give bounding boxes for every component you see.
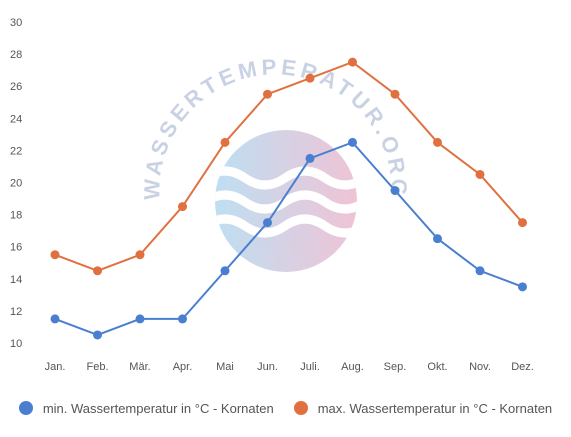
data-point-max[interactable] [220,137,230,147]
legend-marker-min [18,401,33,415]
x-tick-label: Feb. [86,361,108,373]
y-tick-label: 10 [10,338,22,350]
y-tick-label: 18 [10,210,22,222]
data-point-max[interactable] [178,202,187,212]
y-tick-label: 30 [10,17,22,29]
y-tick-label: 26 [10,81,22,93]
legend-label-max: max. Wassertemperatur in °C - Kornaten [317,400,553,416]
x-tick-label: Sep. [384,361,407,373]
y-tick-label: 22 [10,145,22,157]
data-point-min[interactable] [305,153,315,163]
data-point-max[interactable] [135,250,145,260]
data-point-min[interactable] [50,314,60,324]
legend-label-min: min. Wassertemperatur in °C - Kornaten [42,400,274,416]
line-chart: WASSERTEMPERATUR.ORG 1012141618202224262… [10,17,534,373]
data-point-max[interactable] [50,250,60,260]
data-point-min[interactable] [93,330,102,340]
data-point-max[interactable] [390,89,400,99]
x-tick-label: Juli. [300,361,320,373]
x-tick-label: Okt. [427,361,447,373]
series-layer [50,57,527,340]
data-point-max[interactable] [518,218,527,228]
x-tick-label: Nov. [469,361,491,373]
data-point-min[interactable] [220,266,230,276]
data-point-max[interactable] [475,169,485,179]
x-tick-label: Mär. [129,361,150,373]
data-point-min[interactable] [263,218,272,228]
data-point-min[interactable] [135,314,145,324]
data-point-min[interactable] [178,314,187,324]
data-point-min[interactable] [518,282,527,292]
y-tick-label: 20 [10,178,22,190]
data-point-min[interactable] [433,234,442,244]
x-tick-label: Aug. [341,361,364,373]
x-tick-label: Mai [216,361,234,373]
y-tick-label: 28 [10,49,22,61]
y-tick-label: 16 [10,242,22,254]
y-tick-label: 24 [10,113,22,125]
legend-item-min[interactable]: min. Wassertemperatur in °C - Kornaten [18,400,274,416]
series-line-max [54,60,524,272]
x-axis-ticks: Jan. Feb. Mär. Apr. Mai Jun. Juli. Aug. Sep. Okt.… [45,361,534,373]
data-point-max[interactable] [305,73,315,83]
legend-marker-max [293,401,308,415]
series-line-min [54,141,523,337]
data-point-max[interactable] [433,137,442,147]
legend: min. Wassertemperatur in °C - Kornaten m… [0,396,571,420]
series-max [50,57,527,276]
series-min [50,137,527,340]
data-point-min[interactable] [390,186,400,196]
x-tick-label: Dez. [511,361,534,373]
y-tick-label: 14 [10,274,22,286]
data-point-min[interactable] [475,266,485,276]
data-point-max[interactable] [348,57,357,67]
data-point-min[interactable] [348,137,357,147]
x-tick-label: Jun. [257,361,278,373]
y-tick-label: 12 [10,306,22,318]
data-point-max[interactable] [93,266,102,276]
y-axis-ticks: 10 12 14 16 18 20 22 24 26 28 30 [10,17,22,350]
x-tick-label: Apr. [173,361,193,373]
x-tick-label: Jan. [45,361,66,373]
data-point-max[interactable] [263,89,272,99]
legend-item-max[interactable]: max. Wassertemperatur in °C - Kornaten [293,400,553,416]
